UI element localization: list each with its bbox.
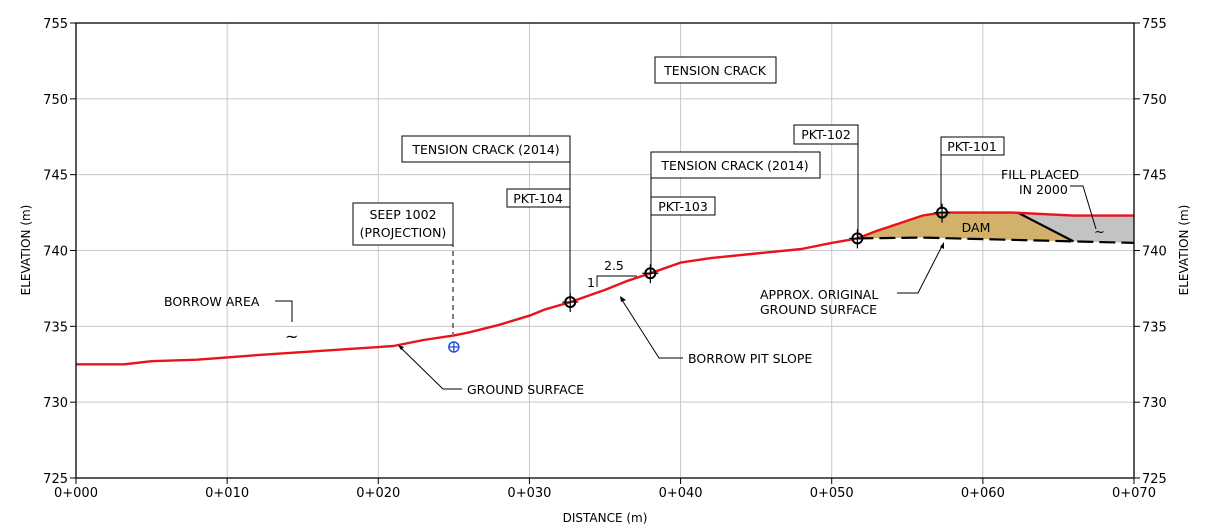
y-tick-label-left-5: 750 [43, 93, 68, 108]
borrow-pit-slope-arrowhead [620, 296, 626, 302]
x-tick-label-4: 0+040 [659, 486, 703, 501]
pkt103-box [650, 196, 716, 216]
axis-ticks: 0+000 0+010 0+020 0+030 0+040 0+050 0+060 0+070… [43, 17, 1167, 501]
borrow-pit-slope-label: BORROW PIT SLOPE [688, 351, 812, 366]
y-tick-label-right-4: 745 [1142, 169, 1167, 184]
tension-crack-2014-box-b [650, 151, 821, 179]
y-tick-label-right-2: 735 [1142, 320, 1167, 335]
ground-surface-line [76, 211, 1134, 366]
approx-ground-label-line2: GROUND SURFACE [760, 302, 877, 317]
x-tick-label-7: 0+070 [1112, 486, 1156, 501]
borrow-pit-slope-leader [621, 299, 683, 359]
dam-label: DAM [962, 220, 991, 235]
borrow-area-label: BORROW AREA [164, 294, 260, 309]
seep-label-line2: (PROJECTION) [360, 225, 447, 240]
borehole-markers [448, 203, 951, 353]
seep-box [352, 202, 454, 246]
grid-lines [76, 23, 1134, 478]
borehole-marker-pkt-102 [849, 229, 866, 249]
y-axis-title-right: ELEVATION (m) [1177, 205, 1191, 296]
tension-crack-label: TENSION CRACK [663, 63, 767, 78]
y-tick-label-right-3: 740 [1142, 245, 1167, 260]
pkt104-label: PKT-104 [513, 191, 563, 206]
y-tick-label-left-6: 755 [43, 17, 68, 32]
slope-horizontal-label: 2.5 [604, 258, 624, 273]
x-tick-label-5: 0+050 [810, 486, 854, 501]
borehole-marker-pkt-103 [642, 264, 659, 284]
tension-crack-2014-label-a: TENSION CRACK (2014) [411, 142, 559, 157]
fill-2000-area [1017, 212, 1134, 243]
borrow-area-leader [275, 300, 293, 322]
x-tick-label-3: 0+030 [507, 486, 551, 501]
y-tick-label-right-6: 755 [1142, 17, 1167, 32]
y-tick-label-right-0: 725 [1142, 472, 1167, 487]
ground-surface-arrowhead [398, 345, 404, 350]
pkt103-label: PKT-103 [658, 199, 708, 214]
tension-crack-box [654, 56, 777, 84]
slope-indicator [596, 275, 637, 287]
fill-placed-leader [1070, 185, 1097, 230]
y-tick-label-left-3: 740 [43, 245, 68, 260]
tension-crack-2014-label-b: TENSION CRACK (2014) [660, 158, 808, 173]
borehole-marker-pkt-104 [562, 293, 579, 313]
seep-marker [448, 341, 460, 353]
y-axis-title-left: ELEVATION (m) [19, 205, 33, 296]
profile-lines [76, 211, 1135, 366]
x-tick-label-1: 0+010 [205, 486, 249, 501]
y-tick-label-left-4: 745 [43, 169, 68, 184]
fill-placed-label-line2: IN 2000 [1019, 182, 1068, 197]
approx-ground-leader [897, 245, 943, 294]
x-tick-label-2: 0+020 [356, 486, 400, 501]
pkt104-box [506, 188, 571, 208]
dam-fill-boundary [1017, 211, 1075, 243]
fill-placed-label-line1: FILL PLACED [1001, 167, 1079, 182]
ground-surface-leader [400, 347, 462, 390]
y-tick-label-left-0: 725 [43, 472, 68, 487]
y-tick-label-left-1: 730 [43, 396, 68, 411]
fill-placed-tilde: ~ [1094, 225, 1105, 240]
borehole-marker-pkt-101 [934, 203, 951, 223]
y-tick-label-right-5: 750 [1142, 93, 1167, 108]
original-ground-line [857, 236, 1135, 244]
pkt102-label: PKT-102 [801, 127, 851, 142]
ground-surface-label: GROUND SURFACE [467, 382, 584, 397]
slope-vertical-label: 1 [587, 275, 595, 290]
approx-ground-label-line1: APPROX. ORIGINAL [760, 287, 878, 302]
y-tick-label-right-1: 730 [1142, 396, 1167, 411]
x-tick-label-0: 0+000 [54, 486, 98, 501]
x-tick-label-6: 0+060 [961, 486, 1005, 501]
x-axis-title: DISTANCE (m) [563, 511, 648, 525]
approx-ground-arrowhead [940, 242, 944, 249]
borrow-area-tilde: ~ [285, 327, 298, 346]
y-tick-label-left-2: 735 [43, 320, 68, 335]
seep-label-line1: SEEP 1002 [369, 207, 436, 222]
pkt101-label: PKT-101 [947, 139, 997, 154]
